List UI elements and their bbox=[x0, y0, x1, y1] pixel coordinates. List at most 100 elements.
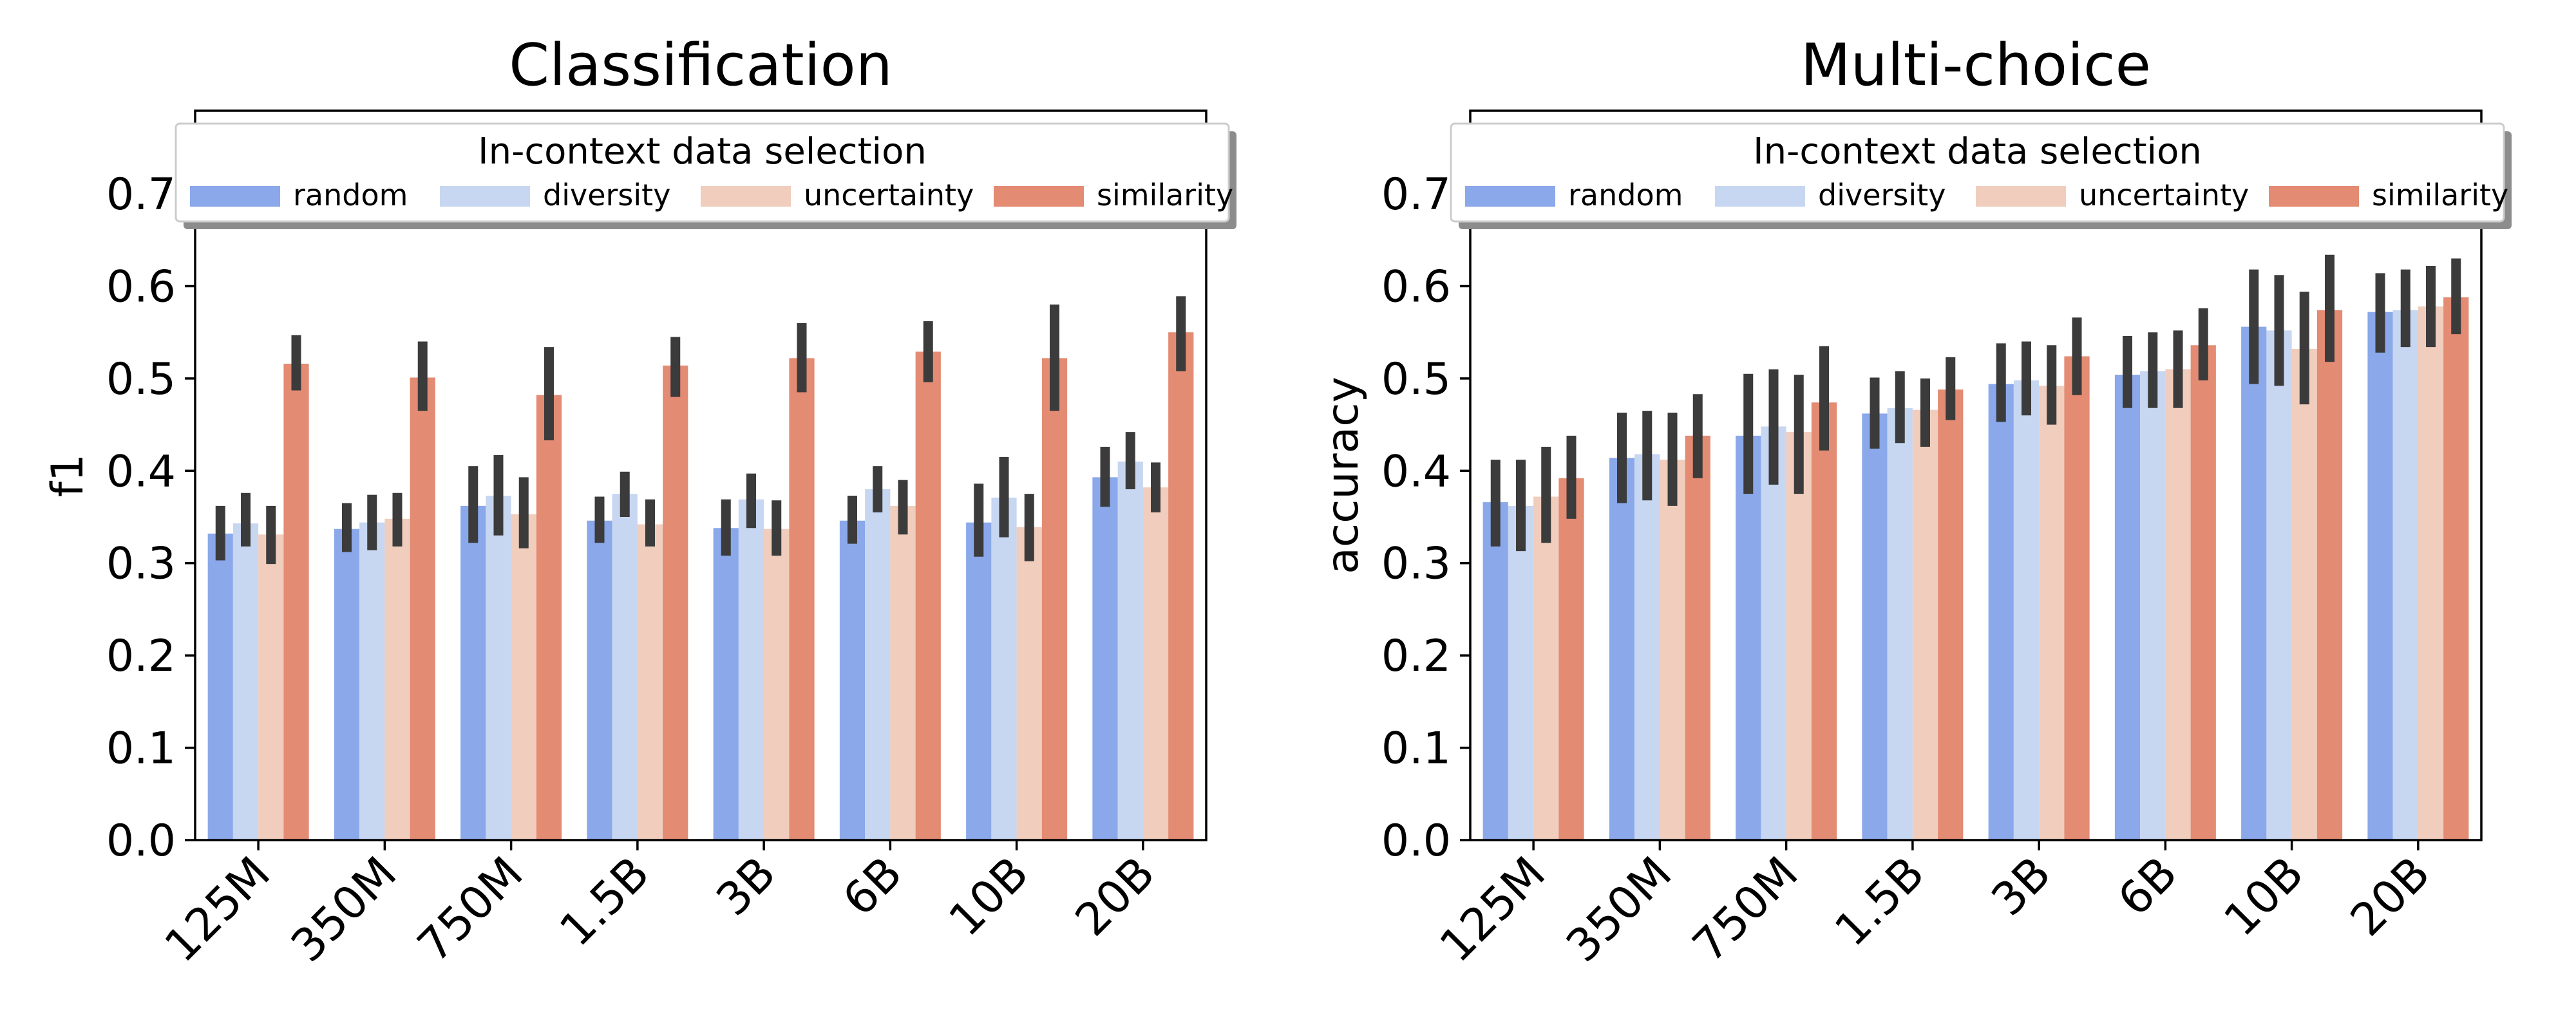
bar-uncertainty-3B bbox=[2039, 386, 2065, 840]
y-tick-label: 0.6 bbox=[106, 261, 176, 312]
bar-uncertainty-350M bbox=[384, 518, 410, 840]
legend-swatch-diversity bbox=[1715, 186, 1805, 207]
bar-uncertainty-6B bbox=[890, 505, 916, 840]
bar-diversity-1.5B bbox=[1887, 407, 1913, 840]
bar-similarity-10B bbox=[1041, 358, 1068, 840]
bar-uncertainty-750M bbox=[511, 514, 536, 840]
bar-similarity-3B bbox=[2064, 356, 2090, 840]
bar-diversity-6B bbox=[2140, 371, 2166, 840]
panel-2-frame bbox=[1469, 109, 2483, 841]
bar-diversity-10B bbox=[991, 497, 1017, 840]
panel-1-title: Classification bbox=[509, 32, 893, 99]
legend-swatch-similarity bbox=[2269, 186, 2359, 207]
bar-similarity-350M bbox=[1685, 435, 1710, 840]
y-tick-label: 0.5 bbox=[106, 354, 176, 405]
y-tick-label: 0.3 bbox=[1381, 539, 1451, 590]
panel-1-bars bbox=[207, 332, 1194, 840]
bar-diversity-350M bbox=[359, 522, 385, 840]
bar-uncertainty-3B bbox=[764, 529, 790, 840]
panel-2-errorbars bbox=[1490, 254, 2461, 552]
legend-label-diversity: diversity bbox=[1818, 178, 1946, 212]
bar-diversity-125M bbox=[232, 523, 259, 840]
bar-diversity-750M bbox=[1761, 426, 1786, 840]
y-tick-label: 0.4 bbox=[1381, 446, 1451, 497]
panel-classification: 0.00.10.20.30.40.50.60.7 125M 350M 750M 1.5… bbox=[43, 32, 1236, 972]
y-tick-label: 0.0 bbox=[106, 816, 176, 866]
legend-swatch-uncertainty bbox=[1976, 186, 2066, 207]
panel-1-y-axis-label: f1 bbox=[43, 454, 93, 497]
panel-1-legend: In-context data selection random diversit… bbox=[175, 122, 1236, 229]
y-tick-label: 0.4 bbox=[106, 446, 176, 497]
bar-diversity-350M bbox=[1634, 454, 1660, 840]
y-tick-label: 0.1 bbox=[106, 724, 176, 774]
bar-uncertainty-10B bbox=[1016, 527, 1042, 840]
bar-similarity-10B bbox=[2316, 310, 2343, 840]
bar-diversity-3B bbox=[738, 499, 764, 840]
bar-uncertainty-6B bbox=[2165, 369, 2191, 840]
bar-diversity-6B bbox=[865, 489, 891, 840]
bar-similarity-20B bbox=[2443, 297, 2469, 840]
panel-2-legend-title: In-context data selection bbox=[1753, 131, 2202, 173]
bar-uncertainty-1.5B bbox=[1912, 409, 1938, 840]
legend-label-similarity: similarity bbox=[2372, 178, 2508, 212]
panel-multi-choice: 0.00.10.20.30.40.50.60.7 125M 350M 750M 1.5… bbox=[1318, 32, 2512, 972]
bar-random-6B bbox=[839, 520, 866, 840]
bar-similarity-6B bbox=[915, 351, 941, 840]
legend-swatch-diversity bbox=[440, 186, 530, 207]
bar-random-350M bbox=[334, 529, 360, 840]
bar-uncertainty-125M bbox=[1533, 496, 1559, 840]
panel-1-frame bbox=[194, 109, 1208, 841]
bar-similarity-1.5B bbox=[1938, 389, 1964, 840]
bar-random-10B bbox=[966, 522, 992, 840]
bar-random-3B bbox=[1988, 384, 2014, 840]
legend-swatch-random bbox=[1465, 186, 1555, 207]
bar-similarity-350M bbox=[410, 377, 435, 840]
bar-similarity-20B bbox=[1168, 332, 1194, 840]
bar-similarity-125M bbox=[283, 363, 309, 840]
bar-uncertainty-125M bbox=[258, 534, 284, 840]
panel-1-legend-entries: random diversity uncertainty similarity bbox=[190, 178, 1233, 212]
panel-1-y-ticks: 0.0 0.1 0.2 0.3 0.4 0.5 0.6 0.7 bbox=[106, 169, 195, 866]
bar-random-1.5B bbox=[1862, 413, 1888, 840]
bar-uncertainty-1.5B bbox=[637, 524, 663, 840]
y-tick-label: 0.5 bbox=[1381, 354, 1451, 405]
y-tick-label: 0.7 bbox=[1381, 169, 1451, 220]
bar-diversity-3B bbox=[2013, 380, 2040, 840]
legend-swatch-similarity bbox=[994, 186, 1084, 207]
bar-random-125M bbox=[1482, 502, 1508, 840]
bar-similarity-1.5B bbox=[663, 365, 688, 840]
legend-label-random: random bbox=[293, 178, 408, 212]
bar-random-1.5B bbox=[587, 520, 612, 840]
panel-2-title: Multi-choice bbox=[1801, 32, 2151, 99]
legend-swatch-random bbox=[190, 186, 280, 207]
y-tick-label: 0.1 bbox=[1381, 724, 1451, 774]
bar-diversity-1.5B bbox=[612, 494, 638, 840]
bar-similarity-6B bbox=[2190, 345, 2216, 840]
bar-uncertainty-750M bbox=[1786, 432, 1812, 840]
bar-random-10B bbox=[2241, 326, 2267, 840]
bar-diversity-20B bbox=[1117, 461, 1143, 840]
bar-random-20B bbox=[2367, 312, 2393, 840]
y-tick-label: 0.2 bbox=[106, 631, 176, 682]
bar-similarity-750M bbox=[536, 395, 562, 840]
y-tick-label: 0.7 bbox=[106, 169, 176, 220]
bar-diversity-20B bbox=[2392, 310, 2418, 840]
bar-diversity-125M bbox=[1508, 505, 1534, 840]
bar-similarity-3B bbox=[789, 358, 815, 840]
bar-uncertainty-20B bbox=[1142, 487, 1169, 840]
y-tick-label: 0.2 bbox=[1381, 631, 1451, 682]
bar-random-350M bbox=[1609, 458, 1635, 840]
legend-label-uncertainty: uncertainty bbox=[804, 178, 974, 212]
bar-random-20B bbox=[1092, 477, 1118, 840]
bar-diversity-10B bbox=[2266, 330, 2292, 840]
legend-label-uncertainty: uncertainty bbox=[2079, 178, 2249, 212]
bar-random-750M bbox=[1736, 435, 1761, 840]
panel-1-legend-box bbox=[175, 122, 1230, 223]
legend-swatch-uncertainty bbox=[701, 186, 791, 207]
bar-random-750M bbox=[460, 505, 486, 840]
bar-uncertainty-20B bbox=[2418, 306, 2444, 841]
legend-label-random: random bbox=[1568, 178, 1683, 212]
legend-label-similarity: similarity bbox=[1097, 178, 1233, 212]
bar-uncertainty-350M bbox=[1660, 460, 1685, 840]
